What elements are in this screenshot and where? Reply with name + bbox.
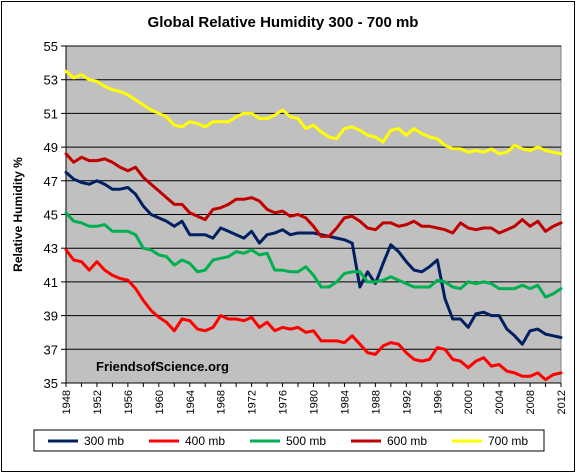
y-tick-label: 43 <box>44 241 58 256</box>
x-tick-label: 1956 <box>123 390 135 414</box>
y-tick-label: 49 <box>44 140 58 155</box>
y-tick-label: 47 <box>44 174 58 189</box>
series-line-300-mb <box>64 170 563 346</box>
legend-label: 700 mb <box>488 434 528 448</box>
legend-box <box>33 429 545 452</box>
x-tick-label: 2004 <box>494 390 506 414</box>
watermark-annotation: FriendsofScience.org <box>96 359 229 374</box>
x-tick-label: 1972 <box>247 390 259 414</box>
x-tick-label: 1964 <box>185 390 197 414</box>
series-line-700-mb <box>64 69 563 156</box>
y-tick-label: 55 <box>44 39 58 54</box>
x-tick-label: 1996 <box>432 390 444 414</box>
x-tick-label: 2012 <box>556 390 568 414</box>
series-line-500-mb <box>64 211 563 299</box>
y-tick-label: 37 <box>44 342 58 357</box>
x-tick-label: 2008 <box>525 390 537 414</box>
x-tick-label: 1980 <box>309 390 321 414</box>
legend-label: 400 mb <box>185 434 225 448</box>
x-tick-label: 1952 <box>92 390 104 414</box>
y-axis-ticks: 55 53 51 49 47 45 43 41 39 37 35 <box>44 39 67 391</box>
y-tick-label: 41 <box>44 275 58 290</box>
x-tick-label: 1976 <box>278 390 290 414</box>
x-tick-label: 1948 <box>61 390 73 414</box>
chart-title: Global Relative Humidity 300 - 700 mb <box>148 14 419 31</box>
x-axis-ticks: 1948 1952 1956 1960 1964 1968 1972 1976 1980 1984… <box>61 382 568 414</box>
y-tick-label: 51 <box>44 106 58 121</box>
series-line-400-mb <box>64 248 563 382</box>
x-tick-label: 1984 <box>339 390 351 414</box>
legend: 300 mb 400 mb 500 mb 600 mb 700 mb <box>33 429 545 452</box>
series-line-600-mb <box>64 152 563 238</box>
x-tick-label: 1960 <box>154 390 166 414</box>
y-axis-label: Relative Humidity % <box>11 157 25 272</box>
legend-label: 300 mb <box>84 434 124 448</box>
legend-label: 600 mb <box>387 434 427 448</box>
x-tick-label: 2000 <box>463 390 475 414</box>
y-tick-label: 35 <box>44 376 58 391</box>
series-lines <box>64 69 563 382</box>
x-tick-label: 1968 <box>216 390 228 414</box>
legend-label: 500 mb <box>286 434 326 448</box>
y-tick-label: 39 <box>44 309 58 324</box>
x-tick-label: 1992 <box>401 390 413 414</box>
y-tick-label: 45 <box>44 208 58 223</box>
x-tick-label: 1988 <box>370 390 382 414</box>
y-tick-label: 53 <box>44 73 58 88</box>
